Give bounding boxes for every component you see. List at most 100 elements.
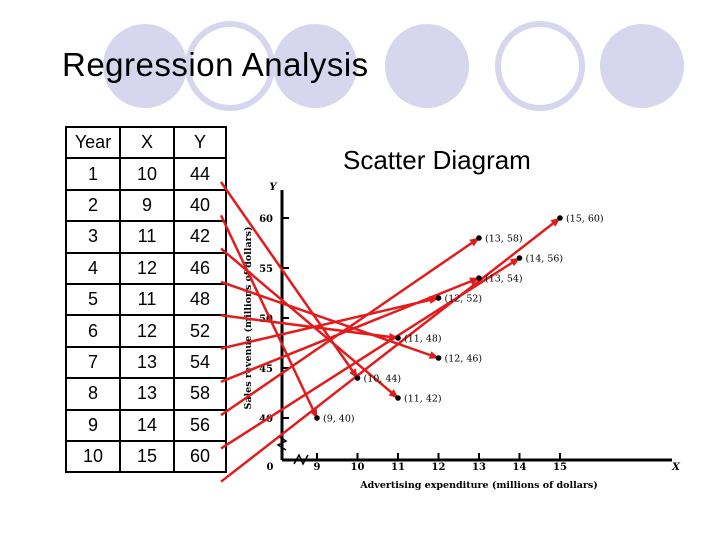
arrows	[219, 181, 561, 483]
data-point-label: (13, 58)	[485, 234, 523, 245]
table-row: 3 11 42	[65, 220, 227, 254]
data-point-label: (11, 48)	[404, 334, 442, 345]
table-header: X	[119, 125, 175, 160]
table-cell: 44	[173, 157, 227, 191]
table-row: 6 12 52	[65, 314, 227, 348]
data-point-label: (12, 46)	[445, 354, 483, 365]
table-row: 5 11 48	[65, 282, 227, 317]
arrow-row-6	[220, 296, 440, 350]
table-cell: 5	[65, 282, 121, 317]
table-row: 1 10 44	[65, 157, 227, 191]
data-point-label: (12, 52)	[445, 294, 483, 305]
x-tick-label: 15	[553, 462, 567, 473]
data-point	[395, 395, 401, 401]
table-row: 8 13 58	[65, 377, 227, 411]
table-cell: 52	[173, 314, 227, 348]
table-cell: 2	[65, 188, 121, 223]
table-cell: 13	[119, 377, 175, 411]
table-cell: 48	[173, 282, 227, 317]
chart-heading: Scatter Diagram	[343, 145, 531, 175]
x-tick-label: 14	[513, 462, 527, 473]
arrow-row-10	[220, 217, 561, 483]
data-point	[314, 415, 320, 421]
table-cell: 11	[119, 282, 175, 317]
table-cell: 9	[65, 408, 121, 442]
table-row: 7 13 54	[65, 345, 227, 380]
table-cell: 6	[65, 314, 121, 348]
table-cell: 7	[65, 345, 121, 380]
table-cell: 1	[65, 157, 121, 191]
arrow-row-1	[219, 181, 359, 379]
x-tick-label: 12	[432, 462, 446, 473]
table-cell: 12	[119, 251, 175, 285]
data-point	[476, 235, 482, 241]
table-cell: 40	[173, 188, 227, 223]
deco-circle-6	[600, 24, 684, 108]
arrow-row-8	[220, 236, 480, 417]
y-tick-label: 50	[259, 314, 273, 325]
table-cell: 56	[173, 408, 227, 442]
data-point-label: (10, 44)	[364, 374, 402, 385]
table-row: 4 12 46	[65, 251, 227, 285]
table-cell: 10	[65, 439, 121, 474]
decorative-circles	[103, 21, 684, 111]
x-tick-label: 9	[314, 462, 321, 473]
data-point	[557, 215, 563, 221]
table-row: 9 14 56	[65, 408, 227, 442]
y-axis-letter: Y	[269, 182, 277, 193]
x-origin-label: 0	[267, 462, 274, 473]
data-point	[435, 295, 442, 301]
data-point-label: (15, 60)	[566, 214, 604, 225]
deco-circle-3	[273, 24, 357, 108]
table-cell: 60	[173, 439, 227, 474]
table-cell: 13	[119, 345, 175, 380]
data-point	[395, 335, 401, 341]
deco-circle-1	[103, 24, 187, 108]
table-cell: 9	[119, 188, 175, 223]
table-row: 10 15 60	[65, 439, 227, 474]
arrow-row-4	[220, 280, 440, 360]
arrow-row-3	[220, 247, 399, 399]
data-point-label: (9, 40)	[323, 414, 355, 425]
data-point	[435, 355, 442, 361]
x-axis-break	[293, 453, 309, 466]
data-point-label: (14, 56)	[526, 254, 564, 265]
data-point-label: (13, 54)	[485, 274, 523, 285]
data-point-label: (11, 42)	[404, 394, 442, 405]
data-point	[354, 375, 361, 381]
deco-circle-2	[185, 21, 275, 111]
table-cell: 11	[119, 220, 175, 254]
data-point	[516, 255, 523, 261]
arrow-row-2	[219, 214, 319, 419]
table-cell: 4	[65, 251, 121, 285]
x-tick-label: 10	[351, 462, 365, 473]
data-points: (10, 44) (9, 40) (11, 42) (12, 46)(11, 48) (…	[314, 214, 604, 425]
x-tick-label: 11	[391, 462, 405, 473]
table-cell: 3	[65, 220, 121, 254]
deco-circle-5	[495, 21, 585, 111]
table-cell: 15	[119, 439, 175, 474]
table-header: Y	[173, 125, 227, 160]
table-cell: 58	[173, 377, 227, 411]
slide-title: Regression Analysis	[62, 46, 369, 83]
arrow-row-7	[220, 276, 480, 383]
data-point	[476, 275, 482, 281]
table-cell: 42	[173, 220, 227, 254]
table-cell: 14	[119, 408, 175, 442]
y-axis-break	[276, 435, 288, 451]
axes: 404550556091011121314150YXAdvertising ex…	[243, 182, 681, 491]
table-cell: 8	[65, 377, 121, 411]
table-row: 2 9 40	[65, 188, 227, 223]
deco-circle-4	[385, 24, 469, 108]
arrow-row-5	[220, 313, 399, 341]
y-tick-label: 45	[259, 364, 273, 375]
table-cell: 54	[173, 345, 227, 380]
x-axis-letter: X	[671, 462, 681, 473]
table-cell: 46	[173, 251, 227, 285]
x-tick-label: 13	[472, 462, 486, 473]
y-tick-label: 60	[259, 214, 273, 225]
x-axis-title: Advertising expenditure (millions of dol…	[359, 480, 597, 491]
table-cell: 10	[119, 157, 175, 191]
